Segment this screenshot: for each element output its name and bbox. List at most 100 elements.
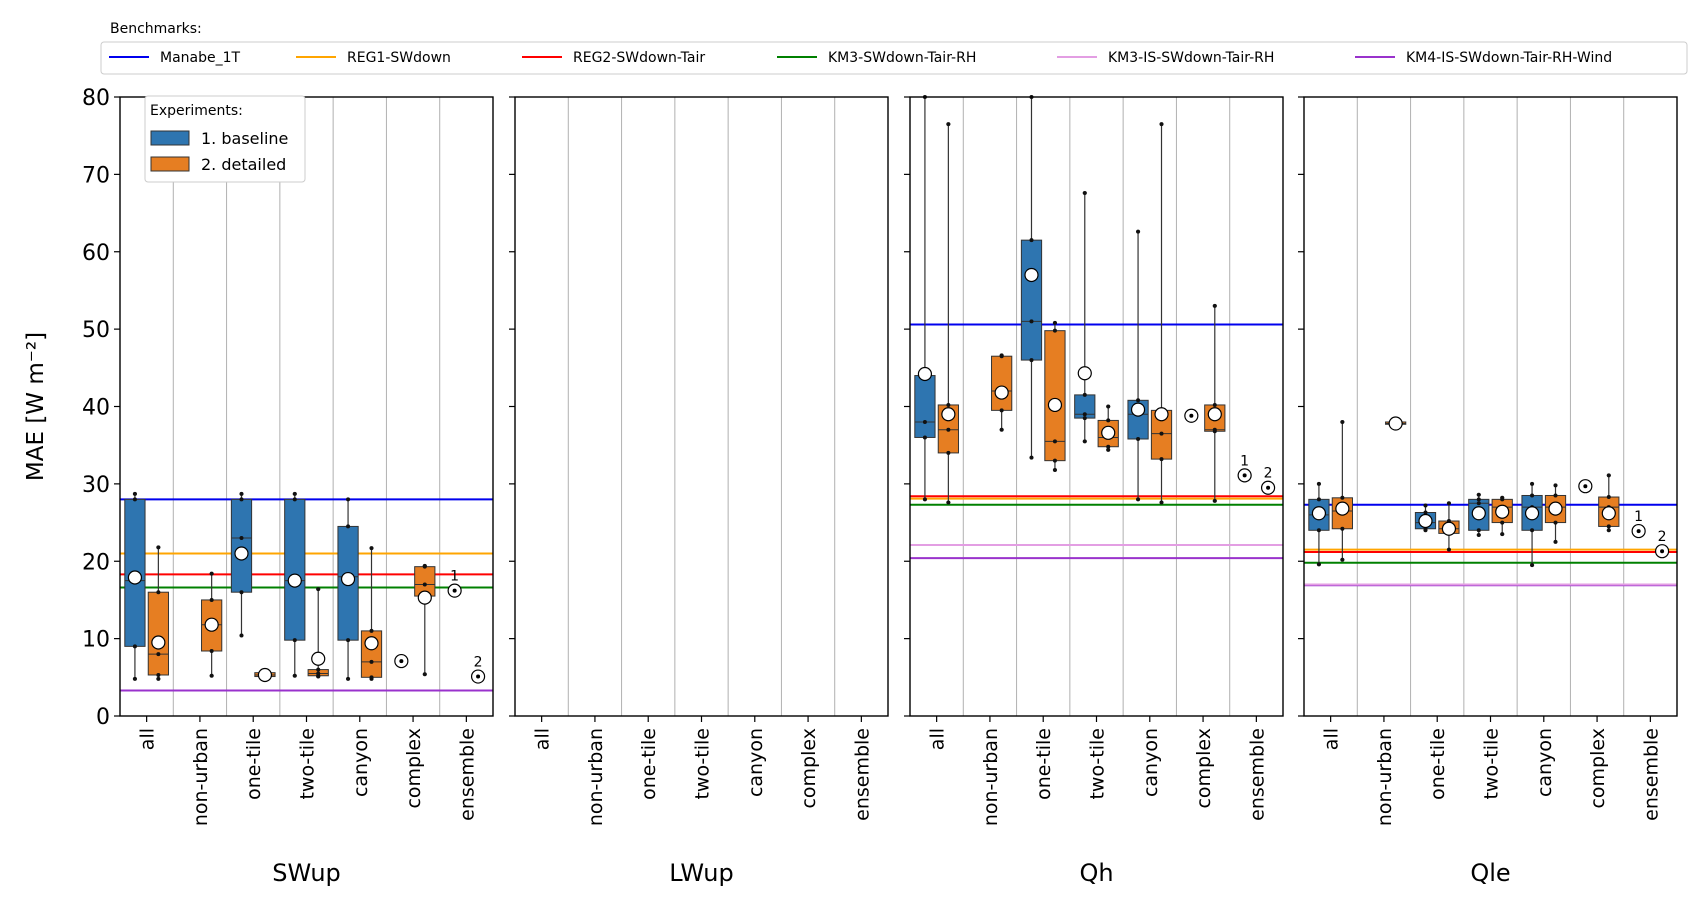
sample-point [1476, 497, 1481, 502]
mean-marker [917, 366, 933, 382]
sample-point [1476, 501, 1481, 506]
sample-point [316, 587, 321, 592]
single-value-dot [1636, 529, 1641, 534]
sample-point [1476, 532, 1481, 537]
mean-marker [257, 667, 273, 683]
mean-marker [417, 590, 432, 605]
sample-point [156, 545, 161, 550]
mean-marker [1311, 506, 1327, 521]
mean-marker [364, 636, 379, 651]
sample-point [1500, 520, 1505, 525]
benchmark-legend-label: Manabe_1T [160, 50, 241, 66]
x-tick-label: canyon [745, 728, 767, 797]
sample-point [1082, 416, 1087, 421]
sample-point [1106, 404, 1111, 409]
panel-qle: 12 all non-urban one-tile two-tile canyon comp… [1298, 96, 1678, 887]
x-tick-label: canyon [1140, 728, 1162, 797]
x-tick-label: two-tile [297, 728, 319, 800]
mean-marker [1024, 267, 1039, 283]
x-tick-label: all [1321, 728, 1343, 750]
sample-point [1340, 526, 1345, 531]
mean-marker [1101, 425, 1116, 440]
benchmark-legend-label: KM3-SWdown-Tair-RH [828, 50, 976, 66]
sample-point [1530, 528, 1535, 533]
sample-point [292, 491, 297, 496]
sample-point [1082, 190, 1087, 195]
sample-point [369, 659, 374, 664]
sample-point [999, 408, 1004, 413]
benchmark-legend-label: REG2-SWdown-Tair [573, 50, 705, 66]
box [914, 375, 936, 438]
sample-point [1212, 402, 1217, 407]
y-tick-label: 0 [96, 705, 110, 730]
mean-marker [340, 571, 356, 587]
x-tick-label: one-tile [1427, 728, 1449, 800]
sample-point [922, 497, 927, 502]
sample-point [922, 435, 927, 440]
annotation-label: 2 [1264, 466, 1273, 482]
sample-point [292, 497, 297, 502]
x-tick-label: one-tile [638, 728, 660, 800]
sample-point [1212, 303, 1217, 308]
sample-point [1212, 427, 1217, 432]
sample-point [209, 673, 214, 678]
sample-point [1316, 528, 1321, 533]
x-tick-label: ensemble [456, 728, 478, 821]
x-tick-label: all [927, 728, 949, 750]
panel-title: Qh [1079, 859, 1113, 887]
mean-marker [1335, 501, 1350, 516]
x-tick-label: ensemble [851, 728, 873, 821]
sample-point [1500, 495, 1505, 500]
sample-point [1082, 392, 1087, 397]
sample-point [346, 676, 351, 681]
box [147, 591, 169, 676]
sample-point [1052, 458, 1057, 463]
sample-point [1052, 467, 1057, 472]
sample-point [1423, 510, 1428, 515]
sample-point [1029, 358, 1034, 363]
x-tick-label: non-urban [190, 728, 212, 826]
sample-point [156, 672, 161, 677]
experiment-legend-title: Experiments: [150, 103, 243, 119]
sample-point [1159, 457, 1164, 462]
sample-point [1476, 492, 1481, 497]
annotation-label: 2 [474, 655, 483, 671]
sample-point [1340, 419, 1345, 424]
sample-point [316, 671, 321, 676]
benchmark-legend-label: REG1-SWdown [347, 50, 451, 66]
sample-point [1212, 498, 1217, 503]
sample-point [1606, 473, 1611, 478]
mean-marker [1207, 407, 1222, 422]
y-tick-label: 30 [82, 473, 110, 498]
sample-point [369, 546, 374, 551]
box [1020, 239, 1043, 361]
annotation-label: 1 [1240, 453, 1249, 469]
sample-point [132, 644, 137, 649]
sample-point [316, 667, 321, 672]
sample-point [1136, 436, 1141, 441]
annotation-label: 2 [1658, 529, 1667, 545]
sample-point [1136, 398, 1141, 403]
sample-point [1530, 481, 1535, 486]
x-tick-label: non-urban [980, 728, 1002, 826]
sample-point [1316, 481, 1321, 486]
sample-point [156, 652, 161, 657]
x-tick-label: non-urban [585, 728, 607, 826]
y-tick-label: 60 [82, 241, 110, 266]
sample-point [369, 628, 374, 633]
sample-point [1029, 238, 1034, 243]
sample-point [422, 672, 427, 677]
mean-marker [1548, 501, 1563, 516]
y-tick-label: 10 [82, 628, 110, 653]
sample-point [239, 497, 244, 502]
sample-point [292, 673, 297, 678]
sample-point [999, 353, 1004, 358]
box [991, 355, 1013, 411]
sample-point [1106, 418, 1111, 423]
sample-point [422, 563, 427, 568]
y-tick-label: 40 [82, 396, 110, 421]
single-value-dot [1242, 473, 1247, 478]
axes-frame [514, 96, 889, 717]
